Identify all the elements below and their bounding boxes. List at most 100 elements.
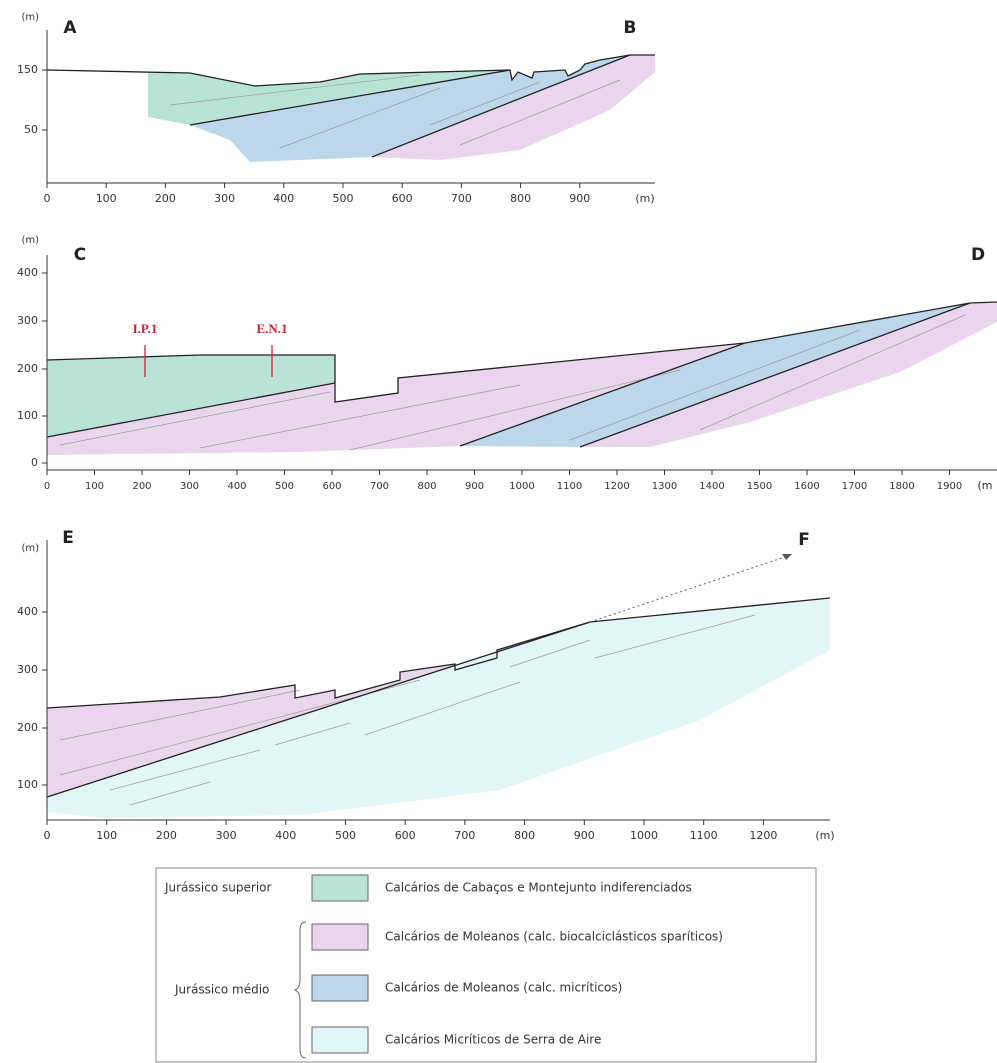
legend-group: Jurássico médio xyxy=(174,983,269,997)
unit-blue xyxy=(460,303,970,447)
x-tick-label: 1000 xyxy=(509,481,534,492)
y-unit: (m) xyxy=(21,12,39,23)
x-tick-label: 1600 xyxy=(794,481,819,492)
section-end-label: D xyxy=(971,245,985,265)
x-tick-label: 400 xyxy=(273,192,294,205)
y-tick-label: 400 xyxy=(17,266,38,279)
bedding xyxy=(349,369,681,451)
section-ef xyxy=(46,554,831,818)
section-end-label: C xyxy=(74,245,86,265)
x-tick-label: 100 xyxy=(85,481,104,492)
y-tick-label: 300 xyxy=(17,314,38,327)
bedding xyxy=(274,722,351,746)
x-tick-label: 900 xyxy=(574,829,595,842)
legend-item: Calcários Micríticos de Serra de Aire xyxy=(385,1033,601,1047)
y-tick-label: 100 xyxy=(17,409,38,422)
contact xyxy=(46,382,336,438)
x-unit: (m) xyxy=(815,829,834,842)
x-tick-label: 1200 xyxy=(604,481,629,492)
contact xyxy=(189,69,511,126)
unit-blue xyxy=(190,55,630,162)
unit-pink xyxy=(580,302,997,447)
x-tick-label: 100 xyxy=(96,829,117,842)
bedding xyxy=(569,329,861,441)
x-tick-label: 1100 xyxy=(557,481,582,492)
y-tick-label: 300 xyxy=(17,663,38,676)
x-tick-label: 1900 xyxy=(937,481,962,492)
y-tick-label: 200 xyxy=(17,721,38,734)
unit-pink xyxy=(47,343,745,455)
x-tick-label: 800 xyxy=(514,829,535,842)
x-tick-label: 200 xyxy=(132,481,151,492)
section-end-label: E xyxy=(62,528,74,548)
y-tick-label: 200 xyxy=(17,362,38,375)
well-label: I.P.1 xyxy=(133,321,158,336)
contact xyxy=(371,54,631,158)
surface xyxy=(46,54,655,87)
bedding xyxy=(279,87,441,149)
unit-teal xyxy=(47,355,335,437)
y-unit: (m) xyxy=(21,543,39,554)
x-tick-label: 300 xyxy=(216,829,237,842)
legend-item: Calcários de Moleanos (calc. biocalciclá… xyxy=(385,930,723,944)
bedding xyxy=(699,314,966,431)
x-tick-label: 500 xyxy=(335,829,356,842)
arrowhead xyxy=(782,554,792,560)
section-cd xyxy=(46,301,997,455)
y-tick-label: 400 xyxy=(17,605,38,618)
x-tick-label: 600 xyxy=(392,192,413,205)
section-end-label: B xyxy=(624,18,637,38)
surface xyxy=(46,301,997,403)
x-tick-label: 400 xyxy=(275,829,296,842)
unit-pink xyxy=(372,55,655,160)
bedding xyxy=(109,749,261,791)
x-tick-label: 600 xyxy=(322,481,341,492)
bedding xyxy=(429,81,541,126)
x-tick-label: 1700 xyxy=(842,481,867,492)
legend-frame xyxy=(155,867,817,1063)
x-tick-label: 900 xyxy=(569,192,590,205)
x-tick-label: 900 xyxy=(465,481,484,492)
bedding xyxy=(59,391,331,446)
legend-swatch xyxy=(311,874,369,902)
section-end-label: A xyxy=(63,18,77,38)
legend-swatch xyxy=(311,1026,369,1054)
x-tick-label: 1000 xyxy=(630,829,658,842)
legend-swatch xyxy=(311,974,369,1002)
brace xyxy=(293,921,307,1059)
bedding xyxy=(594,614,756,659)
x-tick-label: 1100 xyxy=(690,829,718,842)
bedding xyxy=(59,689,301,741)
y-tick-label: 50 xyxy=(24,123,38,136)
x-tick-label: 100 xyxy=(96,192,117,205)
y-tick-label: 150 xyxy=(17,63,38,76)
unit-teal xyxy=(148,70,510,125)
legend-group: Jurássico superior xyxy=(164,881,271,895)
x-tick-label: 0 xyxy=(44,192,51,205)
x-unit: (m) xyxy=(635,192,654,205)
bedding xyxy=(199,384,521,449)
bedding xyxy=(509,639,591,668)
contact xyxy=(46,621,591,798)
contact xyxy=(459,342,746,447)
x-unit: (m xyxy=(977,479,992,492)
bedding xyxy=(364,681,521,736)
y-tick-label: 100 xyxy=(17,778,38,791)
bedding xyxy=(169,74,421,106)
legend-swatch xyxy=(311,923,369,951)
well-label: E.N.1 xyxy=(256,321,287,336)
contact xyxy=(579,302,971,448)
x-tick-label: 300 xyxy=(180,481,199,492)
section-end-label: F xyxy=(798,530,810,550)
y-unit: (m) xyxy=(21,235,39,246)
x-tick-label: 500 xyxy=(333,192,354,205)
x-tick-label: 800 xyxy=(510,192,531,205)
x-tick-label: 200 xyxy=(156,829,177,842)
y-tick-label: 0 xyxy=(31,456,38,469)
x-tick-label: 1800 xyxy=(889,481,914,492)
unit-cyan xyxy=(47,598,830,818)
x-tick-label: 1300 xyxy=(652,481,677,492)
x-tick-label: 400 xyxy=(227,481,246,492)
x-tick-label: 1500 xyxy=(747,481,772,492)
